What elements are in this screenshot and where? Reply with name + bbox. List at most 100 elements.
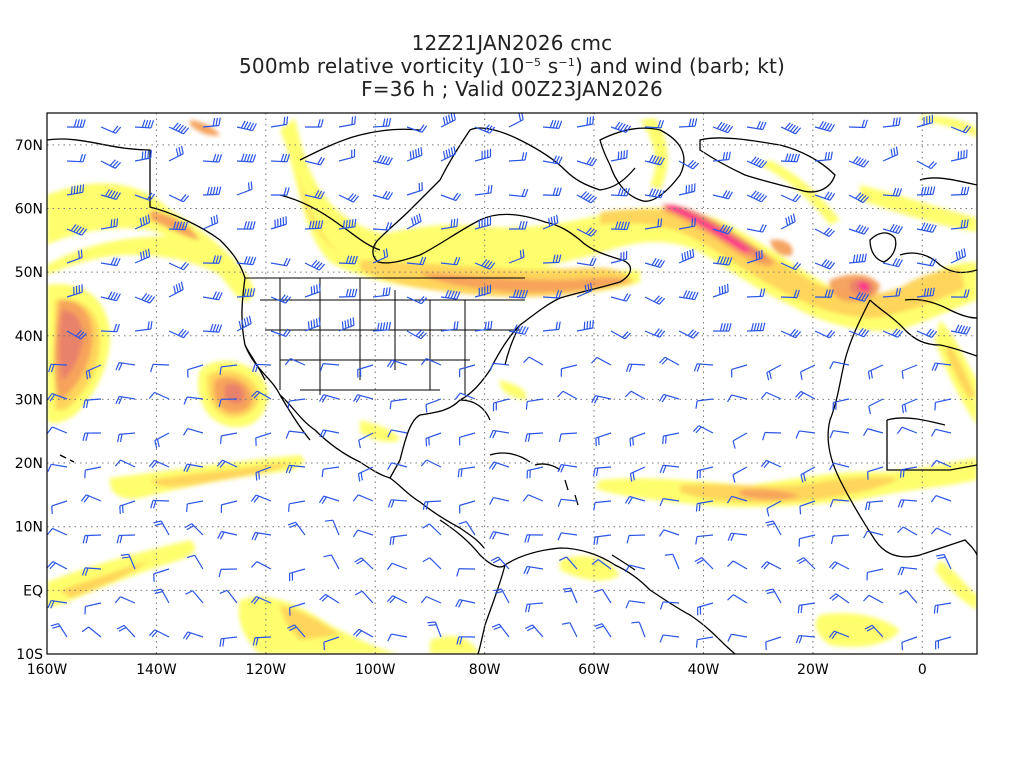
wind-barb: [694, 557, 714, 570]
wind-barb: [134, 320, 153, 332]
wind-barb: [542, 155, 563, 165]
wind-barb: [848, 156, 870, 168]
wind-barb: [765, 588, 782, 604]
wind-barb: [474, 320, 493, 332]
wind-barb: [797, 602, 816, 614]
wind-barb: [848, 192, 870, 204]
wind-barb: [406, 295, 428, 305]
wind-barb: [182, 631, 204, 640]
wind-barb: [440, 218, 459, 230]
wind-barb: [950, 219, 969, 230]
wind-barb: [662, 432, 680, 445]
wind-barb: [508, 188, 529, 198]
wind-barb: [372, 190, 394, 201]
wind-barb: [321, 466, 340, 478]
longitude-tick-label: 60W: [578, 662, 610, 678]
wind-barb: [455, 599, 476, 608]
wind-barb: [882, 287, 902, 298]
longitude-tick-label: 140W: [136, 662, 177, 678]
wind-barb: [440, 256, 461, 266]
wind-barb: [357, 364, 374, 378]
wind-barb: [863, 530, 884, 539]
wind-barb: [84, 602, 102, 615]
wind-barb: [780, 213, 796, 230]
wind-barb: [746, 249, 763, 264]
wind-barb: [595, 432, 612, 447]
wind-barb: [492, 398, 510, 412]
wind-barb: [800, 466, 816, 483]
wind-barb: [695, 398, 714, 409]
wind-barb: [119, 500, 136, 515]
wind-barb: [406, 329, 427, 340]
wind-barb: [250, 561, 272, 570]
wind-barb: [270, 153, 291, 163]
wind-barb: [150, 499, 170, 509]
wind-barb: [780, 153, 800, 163]
wind-barb: [319, 429, 340, 438]
wind-barb: [557, 390, 578, 400]
wind-barb: [184, 523, 204, 536]
wind-barb: [47, 463, 68, 472]
latitude-tick-label: 50N: [15, 265, 43, 281]
wind-barb: [386, 359, 408, 369]
wind-barb: [950, 248, 967, 264]
wind-barb: [456, 636, 476, 645]
wind-barb: [440, 289, 461, 300]
wind-barb: [458, 364, 476, 378]
wind-barb: [916, 257, 937, 267]
wind-barb: [338, 148, 356, 162]
wind-barb: [576, 227, 598, 237]
wind-barb: [610, 330, 631, 340]
wind-barb: [848, 224, 870, 235]
wind-barb: [440, 113, 456, 128]
wind-barb: [117, 432, 136, 443]
longitude-tick-label: 160W: [27, 662, 68, 678]
wind-barb: [148, 629, 170, 638]
wind-barb: [338, 255, 358, 265]
wind-barb: [542, 290, 563, 299]
wind-barb: [304, 317, 321, 332]
wind-barb: [712, 255, 733, 266]
wind-barb: [593, 466, 612, 477]
wind-barb: [47, 599, 68, 609]
wind-barb: [100, 257, 121, 267]
wind-barb: [304, 119, 324, 128]
wind-barb: [712, 283, 729, 298]
wind-barb: [780, 261, 802, 271]
wind-barb: [218, 568, 238, 578]
wind-barb: [594, 623, 612, 638]
wind-barb: [659, 601, 680, 610]
wind-barb: [202, 255, 222, 264]
wind-barbs: [47, 113, 972, 651]
wind-barb: [760, 459, 782, 469]
wind-barb: [202, 186, 222, 196]
wind-barb: [304, 220, 324, 230]
wind-barb: [387, 429, 408, 438]
wind-barb: [425, 432, 442, 447]
wind-barb: [644, 328, 666, 338]
wind-barb: [357, 466, 374, 482]
wind-barb: [250, 595, 272, 605]
wind-barb: [318, 495, 340, 505]
wind-barb: [814, 227, 836, 238]
wind-barb: [354, 590, 374, 604]
wind-barb: [794, 390, 816, 400]
wind-barb: [372, 118, 392, 128]
wind-barb: [882, 223, 904, 234]
wind-barb: [629, 466, 646, 482]
wind-barb: [695, 500, 714, 512]
wind-barb: [760, 561, 782, 570]
wind-barb: [270, 187, 290, 196]
wind-barb: [864, 624, 884, 638]
wind-barb: [868, 398, 884, 415]
wind-barb: [458, 520, 476, 536]
wind-barb: [732, 466, 748, 483]
wind-barb: [251, 531, 272, 541]
wind-barb: [100, 125, 122, 134]
wind-barb: [154, 432, 170, 449]
wind-barb: [458, 432, 476, 446]
latitude-tick-label: 30N: [15, 392, 43, 408]
wind-barb: [916, 186, 936, 196]
wind-barb: [746, 121, 767, 131]
